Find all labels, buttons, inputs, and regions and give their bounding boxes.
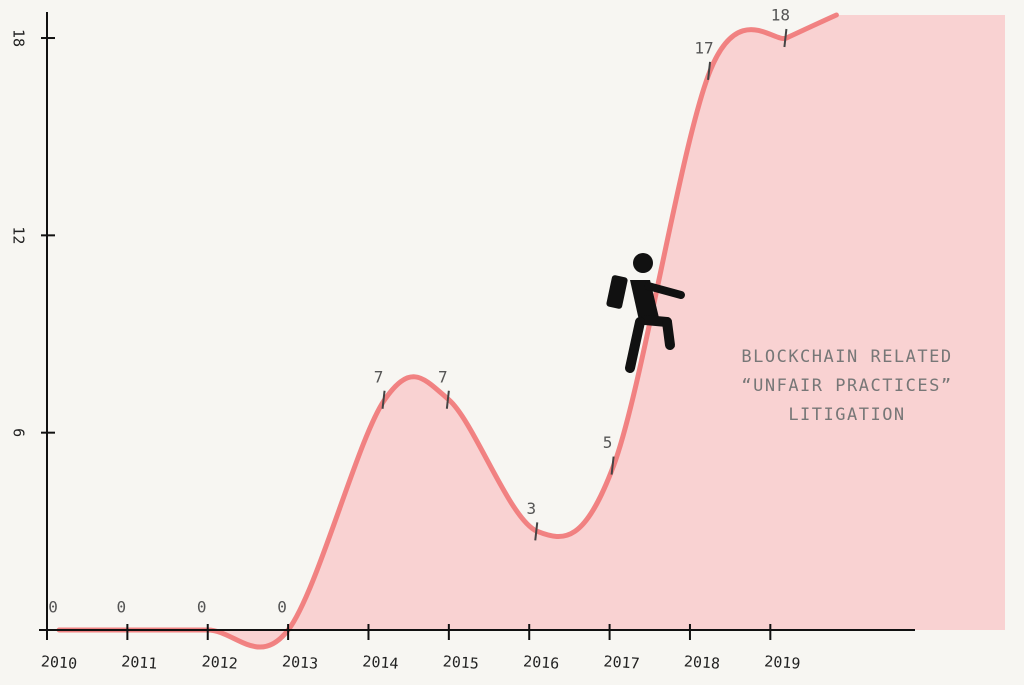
hiker-icon — [606, 253, 685, 373]
annotation: BLOCKCHAIN RELATED — [741, 347, 952, 367]
value-label: 17 — [694, 38, 713, 57]
y-tick-label: 12 — [10, 226, 28, 244]
y-tick-label: 6 — [10, 428, 28, 437]
x-tick-label: 2016 — [523, 652, 560, 672]
x-tick-label: 2010 — [40, 652, 77, 672]
point-tick — [707, 61, 712, 81]
point-tick — [534, 522, 539, 541]
annotation: LITIGATION — [788, 405, 905, 425]
point-tick — [445, 390, 450, 409]
value-label: 0 — [117, 598, 127, 617]
annotation: “UNFAIR PRACTICES” — [741, 376, 952, 396]
x-tick-label: 2013 — [281, 652, 318, 672]
x-tick-label: 2014 — [362, 652, 399, 672]
x-tick-label: 2018 — [683, 652, 720, 672]
point-tick — [783, 28, 788, 48]
value-label: 7 — [374, 367, 384, 386]
value-label: 0 — [48, 598, 58, 617]
value-label: 3 — [526, 499, 536, 518]
value-label: 0 — [277, 598, 287, 617]
x-tick-label: 2017 — [603, 652, 640, 672]
y-tick-label: 18 — [10, 29, 28, 47]
point-tick — [610, 456, 615, 475]
x-tick-label: 2012 — [201, 652, 238, 672]
value-label: 7 — [438, 367, 448, 386]
x-tick-label: 2019 — [764, 652, 801, 672]
plot-area: 6 12 18 2010 2011 2012 2013 2014 2015 2016 2017 201… — [10, 6, 1006, 673]
point-tick — [381, 390, 386, 409]
value-label: 18 — [771, 6, 790, 25]
value-label: 5 — [603, 433, 613, 452]
value-label: 0 — [197, 598, 207, 617]
x-tick-label: 2011 — [121, 652, 158, 672]
area — [59, 15, 1006, 648]
x-tick-label: 2015 — [442, 652, 479, 672]
